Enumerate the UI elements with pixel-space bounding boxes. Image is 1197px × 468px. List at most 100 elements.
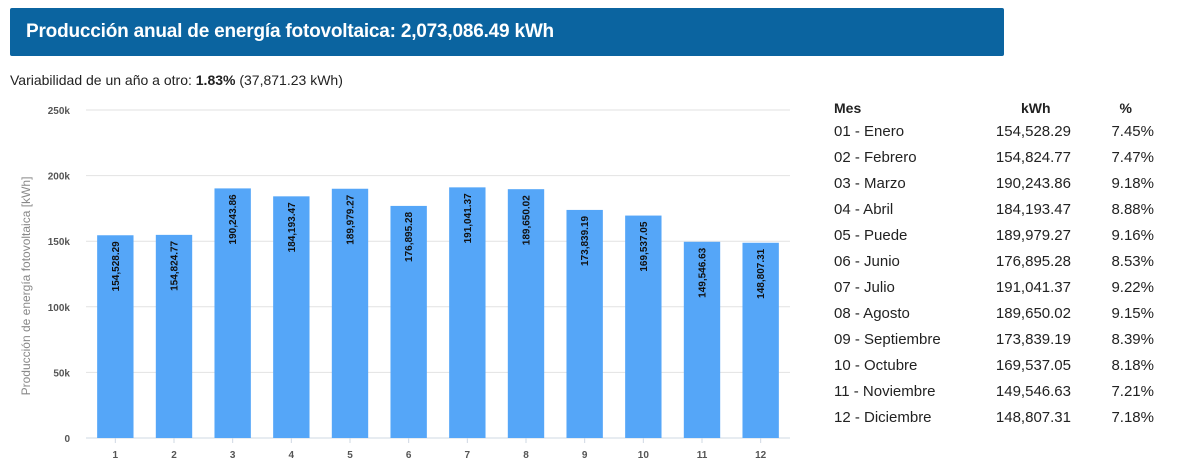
page-title: Producción anual de energía fotovoltaica…: [26, 21, 554, 42]
x-tick-label: 8: [523, 450, 529, 461]
cell-percent: 9.22%: [1111, 278, 1154, 296]
x-tick-label: 11: [697, 450, 708, 461]
header-kwh: kWh: [1020, 100, 1051, 116]
cell-kwh: 149,546.63: [995, 382, 1071, 400]
bar-value-label: 154,824.77: [170, 240, 181, 290]
cell-kwh: 176,895.28: [995, 252, 1071, 270]
cell-month: 08 - Agosto: [834, 304, 910, 322]
variability-line: Variabilidad de un año a otro: 1.83% (37…: [10, 72, 343, 88]
cell-month: 10 - Octubre: [834, 356, 918, 374]
cell-month: 12 - Diciembre: [834, 408, 932, 426]
y-tick-label: 150k: [48, 237, 71, 248]
variability-label: Variabilidad de un año a otro:: [10, 72, 196, 88]
cell-percent: 7.21%: [1111, 382, 1154, 400]
cell-percent: 7.18%: [1111, 408, 1154, 426]
table-header-row: Mes kWh %: [834, 98, 1154, 118]
table-row: 10 - Octubre 169,537.05 8.18%: [834, 352, 1154, 378]
cell-kwh: 169,537.05: [995, 356, 1071, 374]
y-tick-label: 50k: [53, 368, 70, 379]
header-mes: Mes: [834, 100, 862, 116]
x-tick-label: 10: [638, 450, 650, 461]
cell-month: 05 - Puede: [834, 226, 908, 244]
table-row: 12 - Diciembre 148,807.31 7.18%: [834, 404, 1154, 430]
table-row: 02 - Febrero 154,824.77 7.47%: [834, 144, 1154, 170]
table-row: 05 - Puede 189,979.27 9.16%: [834, 222, 1154, 248]
cell-month: 04 - Abril: [834, 200, 894, 218]
chart-svg: 0 50k 100k 150k 200k 250k Producción de energí…: [19, 106, 790, 461]
cell-month: 06 - Junio: [834, 252, 900, 270]
bar-6: [390, 205, 427, 438]
y-tick-label: 100k: [48, 303, 71, 314]
bar-8: [507, 189, 545, 438]
x-tick-label: 9: [582, 450, 588, 461]
bar-value-label: 149,546.63: [698, 247, 709, 297]
bar-3: [214, 188, 251, 438]
monthly-table: Mes kWh % 01 - Enero 154,528.29 7.45% 02 - …: [834, 98, 1154, 430]
cell-percent: 8.39%: [1111, 330, 1154, 348]
x-tick-label: 1: [113, 450, 119, 461]
cell-percent: 8.53%: [1111, 252, 1154, 270]
x-tick-label: 12: [755, 450, 767, 461]
cell-kwh: 154,824.77: [995, 148, 1071, 166]
bar-9: [566, 209, 603, 438]
cell-kwh: 190,243.86: [995, 174, 1071, 192]
variability-absolute: (37,871.23 kWh): [235, 72, 343, 88]
bar-value-label: 169,537.05: [639, 221, 650, 271]
table-row: 03 - Marzo 190,243.86 9.18%: [834, 170, 1154, 196]
bar-value-label: 184,193.47: [287, 202, 298, 252]
cell-percent: 9.16%: [1111, 226, 1154, 244]
cell-kwh: 154,528.29: [995, 122, 1071, 140]
y-tick-label: 0: [64, 434, 70, 445]
bar-value-label: 173,839.19: [580, 215, 591, 265]
bar-7: [449, 187, 486, 438]
bar-value-label: 189,979.27: [346, 194, 357, 244]
cell-percent: 9.15%: [1111, 304, 1154, 322]
cell-percent: 7.45%: [1111, 122, 1154, 140]
x-tick-label: 5: [347, 450, 353, 461]
cell-kwh: 184,193.47: [995, 200, 1071, 218]
variability-percent: 1.83%: [195, 72, 236, 88]
cell-month: 07 - Julio: [834, 278, 895, 296]
table-row: 09 - Septiembre 173,839.19 8.39%: [834, 326, 1154, 352]
cell-kwh: 148,807.31: [995, 408, 1071, 426]
cell-month: 09 - Septiembre: [834, 330, 941, 348]
cell-month: 11 - Noviembre: [834, 382, 936, 400]
monthly-table-container: Mes kWh % 01 - Enero 154,528.29 7.45% 02 - …: [834, 98, 1154, 430]
bar-value-label: 189,650.02: [522, 195, 533, 245]
x-tick-label: 2: [171, 450, 177, 461]
x-tick-label: 4: [289, 450, 295, 461]
header-percent: %: [1119, 100, 1132, 116]
bar-11: [683, 241, 721, 438]
bar-10: [625, 215, 662, 438]
bar-value-label: 148,807.31: [756, 248, 767, 298]
y-axis-title: Producción de energía fotovoltaica [kWh]: [19, 177, 33, 396]
cell-month: 03 - Marzo: [834, 174, 906, 192]
table-row: 04 - Abril 184,193.47 8.88%: [834, 196, 1154, 222]
y-tick-label: 200k: [48, 172, 71, 183]
table-row: 08 - Agosto 189,650.02 9.15%: [834, 300, 1154, 326]
bar-value-label: 190,243.86: [228, 194, 239, 244]
table-row: 07 - Julio 191,041.37 9.22%: [834, 274, 1154, 300]
y-tick-label: 250k: [48, 106, 71, 117]
cell-percent: 8.18%: [1111, 356, 1154, 374]
bar-2: [155, 234, 193, 438]
cell-percent: 7.47%: [1111, 148, 1154, 166]
bar-5: [331, 188, 369, 438]
cell-kwh: 189,650.02: [995, 304, 1071, 322]
cell-kwh: 173,839.19: [995, 330, 1071, 348]
x-tick-label: 7: [465, 450, 471, 461]
table-row: 06 - Junio 176,895.28 8.53%: [834, 248, 1154, 274]
bar-1: [97, 235, 134, 438]
cell-percent: 8.88%: [1111, 200, 1154, 218]
bar-value-label: 154,528.29: [111, 241, 122, 291]
bar-value-label: 176,895.28: [404, 211, 415, 261]
table-row: 11 - Noviembre 149,546.63 7.21%: [834, 378, 1154, 404]
bar-4: [273, 196, 310, 438]
bar-value-label: 191,041.37: [463, 193, 474, 243]
cell-month: 02 - Febrero: [834, 148, 917, 166]
x-tick-label: 3: [230, 450, 236, 461]
cell-kwh: 191,041.37: [995, 278, 1071, 296]
cell-month: 01 - Enero: [834, 122, 905, 140]
cell-kwh: 189,979.27: [995, 226, 1071, 244]
x-tick-label: 6: [406, 450, 412, 461]
